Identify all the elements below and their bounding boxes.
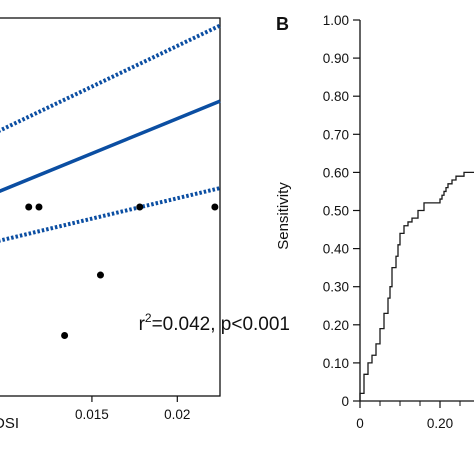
regression-line [0, 99, 221, 193]
panel-a-x-axis-title: DSI [0, 415, 19, 432]
annotation-value: =0.042, p<0.001 [152, 314, 290, 335]
panel-b: B 1.00 0.90 0.80 0.70 0.60 0.50 0.40 0.30 0.20 0.… [275, 13, 474, 431]
panel-b-x-minor-ticks [379, 401, 461, 406]
panel-a-plot-frame [0, 17, 221, 397]
panel-a-annotation: r2=0.042, p<0.001 [139, 311, 290, 335]
b-x-tick-label-2: 0.20 [427, 416, 453, 431]
b-x-tick-label-1: 0 [356, 416, 364, 431]
y-tick-label-6: 0.50 [323, 204, 349, 219]
scatter-point-5 [136, 203, 144, 211]
scatter-point-3 [61, 332, 69, 340]
x-tick-label-1: 0.015 [75, 407, 109, 422]
x-tick-label-2: 0.02 [164, 407, 190, 422]
panel-b-y-axis-title: Sensitivity [275, 182, 292, 250]
panel-a-confidence-band [0, 23, 221, 243]
panel-a-x-axis: 0.015 0.02 [75, 396, 190, 422]
y-tick-label-10: 0.10 [323, 356, 349, 371]
panel-b-roc-curve [359, 171, 474, 401]
y-tick-label-7: 0.40 [323, 242, 349, 257]
y-tick-label-1: 1.00 [323, 13, 349, 28]
annotation-r: r [139, 314, 146, 335]
y-tick-label-4: 0.70 [323, 127, 349, 142]
y-tick-label-5: 0.60 [323, 165, 349, 180]
y-tick-label-8: 0.30 [323, 280, 349, 295]
panel-a: 0.015 0.02 r2=0.042, p<0.001 DSI [0, 17, 290, 432]
ci-upper-line [0, 23, 221, 133]
panel-a-regression [0, 99, 221, 193]
scatter-point-4 [96, 271, 104, 279]
ci-lower-line [0, 186, 221, 243]
scatter-point-2 [35, 203, 43, 211]
panel-b-y-ticks: 1.00 0.90 0.80 0.70 0.60 0.50 0.40 0.30 0.20 0.10… [323, 13, 360, 409]
y-tick-label-11: 0 [341, 394, 349, 409]
panel-a-points [25, 203, 219, 340]
y-tick-label-9: 0.20 [323, 318, 349, 333]
y-tick-label-2: 0.90 [323, 51, 349, 66]
annotation-exponent: 2 [145, 311, 152, 325]
panel-b-x-ticks: 0 0.20 [356, 401, 453, 431]
y-tick-label-3: 0.80 [323, 89, 349, 104]
panel-b-letter: B [276, 14, 289, 34]
scatter-point-1 [25, 203, 33, 211]
scatter-point-6 [211, 203, 219, 211]
